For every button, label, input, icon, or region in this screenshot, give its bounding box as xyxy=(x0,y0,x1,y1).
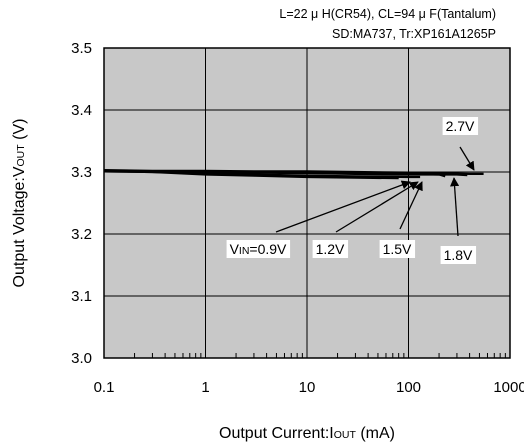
x-tick-label: 1000 xyxy=(493,379,524,396)
annotation-background xyxy=(379,240,416,258)
annotation-background xyxy=(312,240,349,258)
y-tick-label: 3.2 xyxy=(71,226,92,243)
annotations: VIN=0.9V 1.2V 1.5V 1.8V 2.7V xyxy=(226,117,479,264)
series-annotation: 2.7V xyxy=(446,118,475,134)
annotation-background xyxy=(442,117,479,135)
condition-line-2: SD:MA737, Tr:XP161A1265P xyxy=(332,27,496,41)
x-tick-label: 10 xyxy=(299,379,316,396)
x-tick-label: 1 xyxy=(201,379,209,396)
annotation-background xyxy=(226,240,291,258)
annotation-arrow xyxy=(459,146,475,171)
y-tick-label: 3.0 xyxy=(71,350,92,367)
x-tick-label: 100 xyxy=(396,379,421,396)
minor-ticks xyxy=(134,353,506,358)
series-annotation: 1.5V xyxy=(383,241,412,257)
x-axis-label: Output Current:IOUT (mA) xyxy=(219,425,395,442)
series-annotation: VIN=0.9V xyxy=(230,241,287,257)
y-tick-label: 3.1 xyxy=(71,288,92,305)
y-axis-label: Output Voltage:VOUT (V) xyxy=(11,119,28,288)
y-tick-label: 3.4 xyxy=(71,102,92,119)
annotation-arrow xyxy=(275,180,411,233)
y-tick-label: 3.3 xyxy=(71,164,92,181)
y-tick-label: 3.5 xyxy=(71,40,92,57)
annotation-background xyxy=(440,246,477,264)
annotation-arrow xyxy=(335,181,419,233)
annotation-arrow xyxy=(450,177,460,237)
series-lines xyxy=(103,169,484,180)
x-tick-label: 0.1 xyxy=(94,379,115,396)
condition-line-1: L=22 μ H(CR54), CL=94 μ F(Tantalum) xyxy=(279,7,496,21)
series-annotation: 1.2V xyxy=(316,241,345,257)
series-line xyxy=(103,169,484,175)
tick-labels: 0.1 1 10 100 1000 3.0 3.1 3.2 3.3 3.4 3.5 xyxy=(71,40,524,396)
annotation-arrow xyxy=(399,181,423,230)
series-annotation: 1.8V xyxy=(444,247,473,263)
